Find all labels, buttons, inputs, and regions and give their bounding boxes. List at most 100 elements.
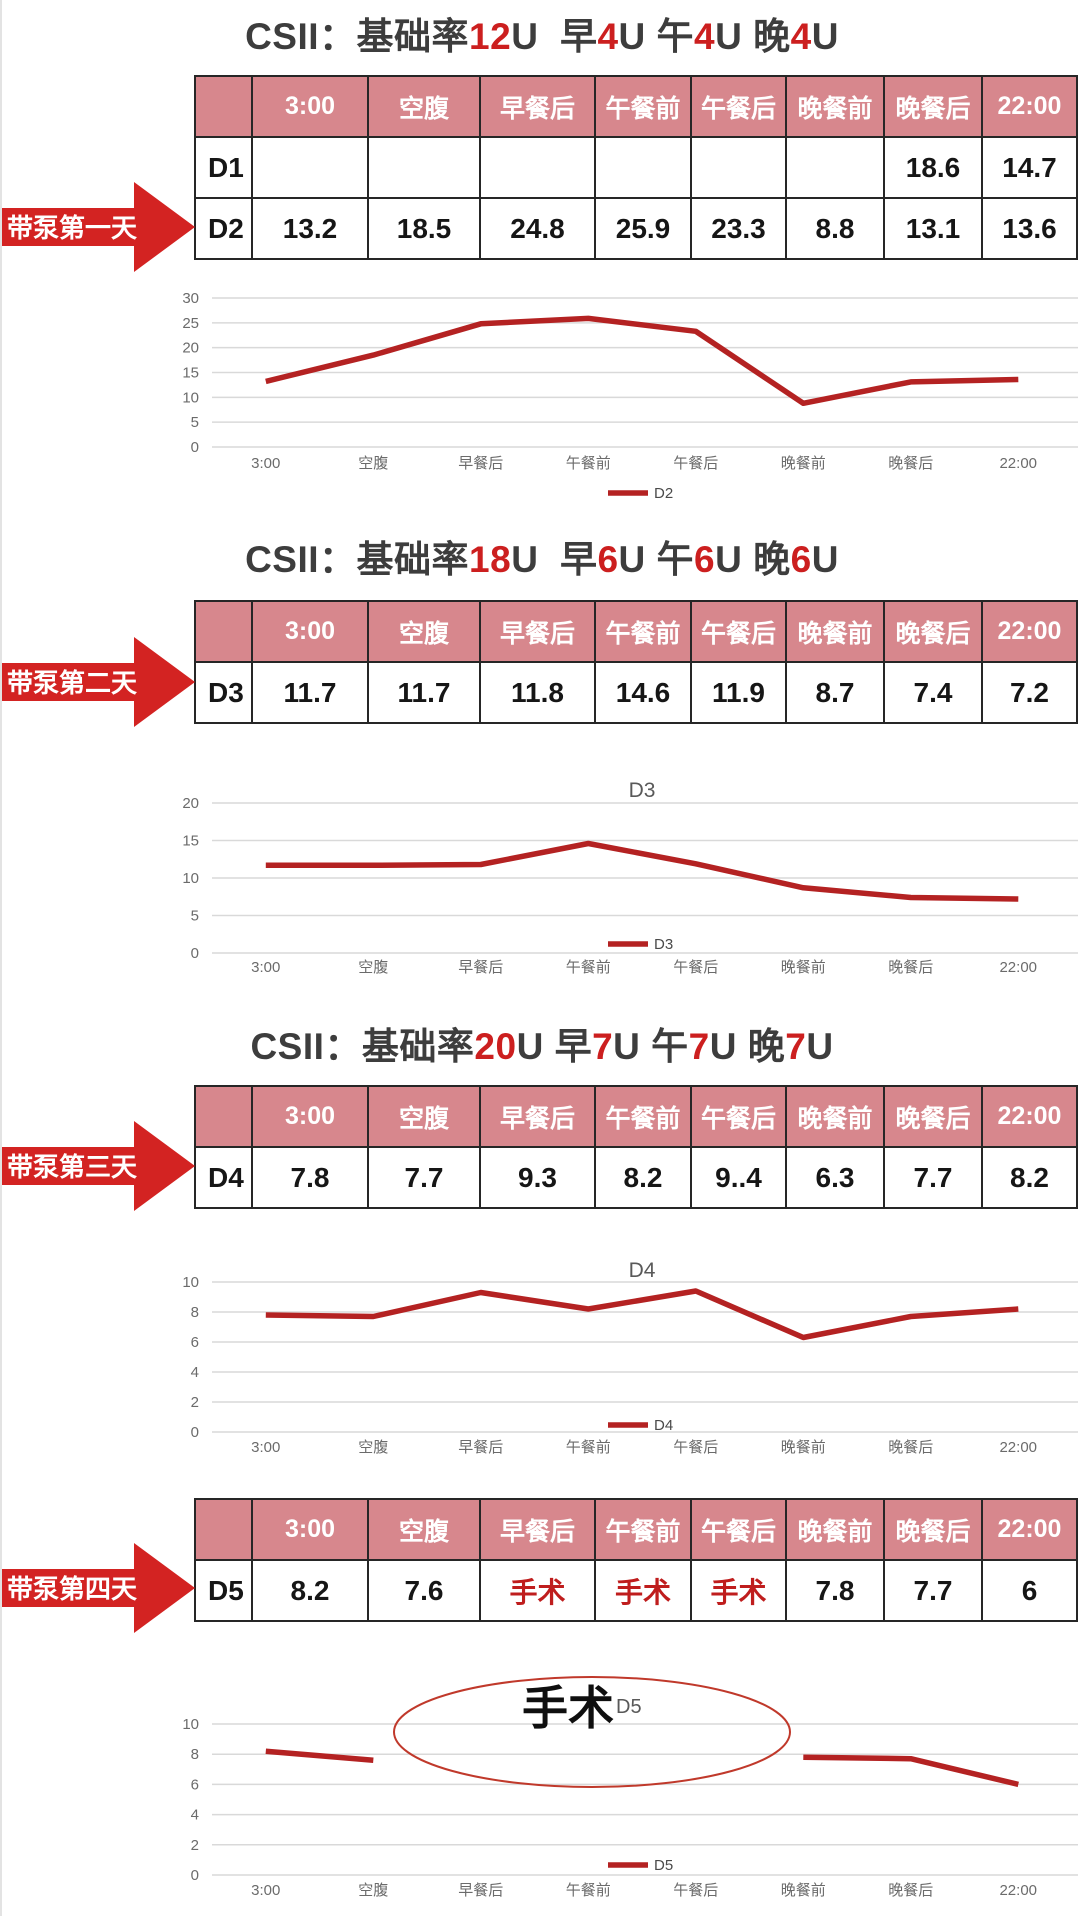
header-cell: 3:00 <box>253 602 369 663</box>
x-axis-label: 午餐前 <box>566 959 611 976</box>
x-axis-label: 早餐后 <box>458 455 503 472</box>
header-cell: 空腹 <box>369 1500 481 1561</box>
title-text: U 晚 <box>715 539 791 580</box>
header-cell: 22:00 <box>983 77 1078 138</box>
data-cell: 13.6 <box>983 199 1078 260</box>
title-text: CSII：基础率 <box>250 1026 475 1067</box>
y-tick-label: 0 <box>191 945 199 962</box>
arrow-shape <box>2 1121 195 1211</box>
data-cell: 8.8 <box>787 199 885 260</box>
arrow-pump-day3: 带泵第三天 <box>2 1121 195 1211</box>
section3-table: 3:00 空腹 早餐后 午餐前 午餐后 晚餐前 晚餐后 22:00 D4 7.8 7.7 9.3 8.2… <box>194 1085 1078 1209</box>
title-dose-number: 4 <box>790 16 812 57</box>
data-cell <box>692 138 787 199</box>
title-text: U 早 <box>516 1026 593 1067</box>
data-cell <box>787 138 885 199</box>
header-row-label-cell <box>196 1500 253 1561</box>
data-cell: 7.4 <box>885 663 983 724</box>
header-cell: 晚餐后 <box>885 1087 983 1148</box>
header-row-label-cell <box>196 602 253 663</box>
data-cell <box>596 138 692 199</box>
y-tick-label: 8 <box>191 1746 199 1763</box>
x-axis-label: 空腹 <box>358 959 388 976</box>
data-cell: 14.6 <box>596 663 692 724</box>
x-axis-label: 晚餐后 <box>888 1882 933 1899</box>
data-cell: 14.7 <box>983 138 1078 199</box>
y-tick-label: 2 <box>191 1837 199 1854</box>
header-cell: 早餐后 <box>481 1500 596 1561</box>
title-text: CSII：基础率 <box>245 16 470 57</box>
y-tick-label: 15 <box>182 365 199 382</box>
y-tick-label: 10 <box>182 1716 199 1733</box>
header-cell: 早餐后 <box>481 77 596 138</box>
x-axis-label: 午餐后 <box>673 959 718 976</box>
series-line <box>265 840 1019 902</box>
data-cell: 18.5 <box>369 199 481 260</box>
data-cell: 7.8 <box>787 1561 885 1622</box>
data-cell: 7.7 <box>885 1561 983 1622</box>
data-cell: 11.9 <box>692 663 787 724</box>
arrow-shape <box>2 182 195 272</box>
section1-table: 3:00 空腹 早餐后 午餐前 午餐后 晚餐前 晚餐后 22:00 D1 18.6 14.7 D2 13… <box>194 75 1078 260</box>
data-cell: 7.2 <box>983 663 1078 724</box>
x-axis-label: 早餐后 <box>458 1882 503 1899</box>
x-axis-label: 空腹 <box>358 455 388 472</box>
y-tick-label: 15 <box>182 833 199 850</box>
chart-d2: 0 5 10 15 20 25 30 3:00 空腹 早餐后 午餐前 午餐后 晚餐前 晚餐后 22:00 D2 <box>182 290 1078 502</box>
series-line <box>265 1288 1019 1341</box>
title-dose-number: 12 <box>469 16 512 57</box>
x-axis-label: 午餐前 <box>566 1439 611 1456</box>
y-tick-label: 10 <box>182 870 199 887</box>
title-dose-number: 7 <box>688 1026 710 1067</box>
arrow-label: 带泵第四天 <box>7 1574 137 1604</box>
data-cell: 7.8 <box>253 1148 369 1209</box>
x-axis-label: 午餐后 <box>673 455 718 472</box>
x-axis-label: 午餐前 <box>566 455 611 472</box>
x-axis-label: 晚餐前 <box>781 455 826 472</box>
header-cell: 空腹 <box>369 602 481 663</box>
x-axis-label: 晚餐前 <box>781 959 826 976</box>
data-cell: 18.6 <box>885 138 983 199</box>
header-cell: 3:00 <box>253 1087 369 1148</box>
y-tick-label: 6 <box>191 1334 199 1351</box>
x-axis-label: 晚餐前 <box>781 1439 826 1456</box>
data-cell: 11.7 <box>369 663 481 724</box>
header-cell: 午餐前 <box>596 1087 692 1148</box>
y-tick-label: 8 <box>191 1304 199 1321</box>
x-axis-label: 晚餐前 <box>781 1882 826 1899</box>
title-dose-number: 7 <box>592 1026 614 1067</box>
chart-d3: 0 5 10 15 20 3:00 空腹 早餐后 午餐前 午餐后 晚餐前 晚餐后 22:00 D3 D3 <box>182 779 1078 976</box>
arrow-shape <box>2 637 195 727</box>
data-cell: 11.8 <box>481 663 596 724</box>
legend-label: D5 <box>654 1857 673 1874</box>
x-axis-label: 3:00 <box>251 1882 280 1899</box>
header-cell: 晚餐前 <box>787 1500 885 1561</box>
header-cell: 晚餐后 <box>885 1500 983 1561</box>
data-cell: 9.3 <box>481 1148 596 1209</box>
section3-title: CSII：基础率20U 早7U 午7U 晚7U <box>92 1016 992 1070</box>
y-tick-label: 6 <box>191 1776 199 1793</box>
header-cell: 晚餐前 <box>787 77 885 138</box>
title-dose-number: 7 <box>785 1026 807 1067</box>
header-cell: 3:00 <box>253 1500 369 1561</box>
title-dose-number: 6 <box>694 539 716 580</box>
series-line <box>265 1748 374 1763</box>
x-axis-label: 晚餐后 <box>888 1439 933 1456</box>
series-line <box>265 315 1019 407</box>
arrow-label: 带泵第一天 <box>7 213 137 243</box>
y-tick-label: 0 <box>191 1867 199 1884</box>
x-axis-label: 22:00 <box>999 959 1037 976</box>
data-cell: 8.7 <box>787 663 885 724</box>
header-cell: 午餐前 <box>596 1500 692 1561</box>
title-text: U 午 <box>613 1026 689 1067</box>
y-tick-label: 20 <box>182 795 199 812</box>
data-cell: 13.2 <box>253 199 369 260</box>
header-cell: 午餐前 <box>596 77 692 138</box>
x-axis-label: 晚餐后 <box>888 455 933 472</box>
data-cell <box>253 138 369 199</box>
title-text: U 午 <box>618 16 695 57</box>
data-cell: 8.2 <box>596 1148 692 1209</box>
x-axis-label: 3:00 <box>251 959 280 976</box>
